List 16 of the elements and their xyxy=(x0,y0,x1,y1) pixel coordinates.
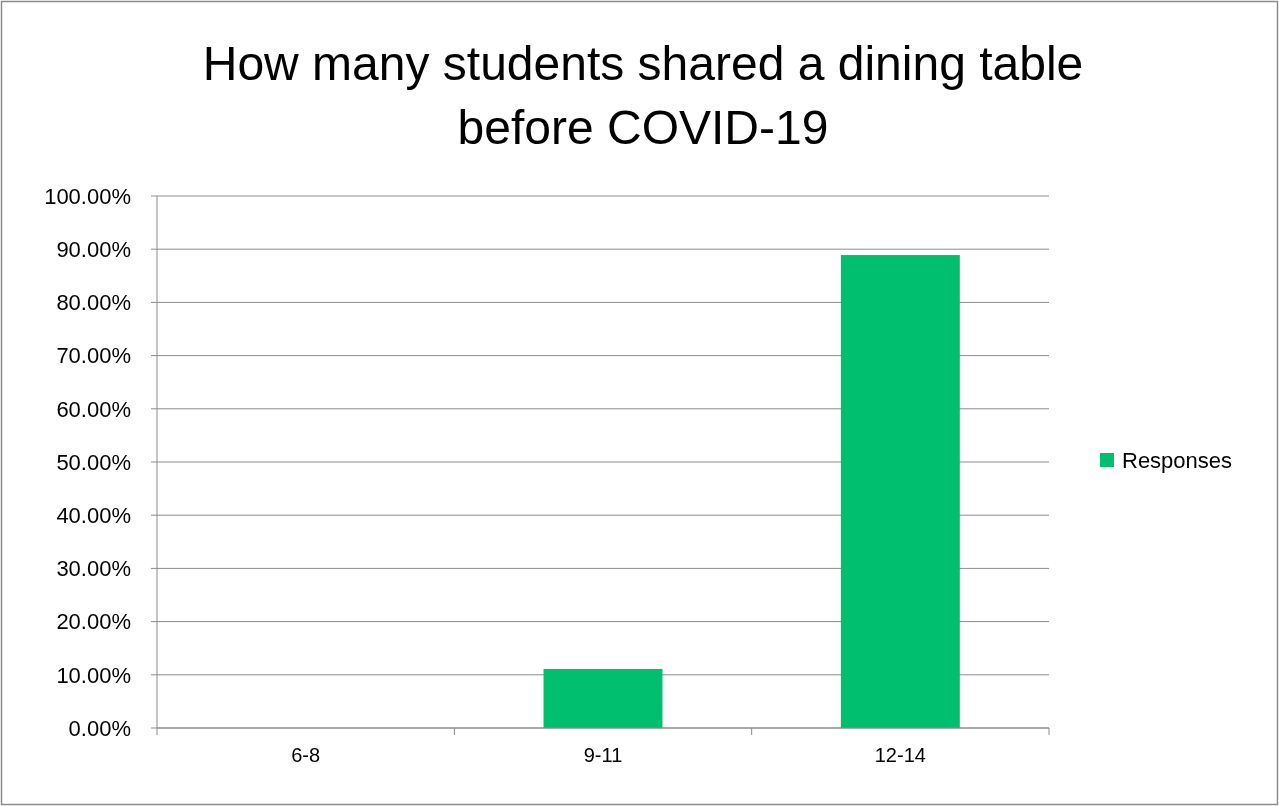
y-tick-label: 40.00% xyxy=(56,502,131,528)
x-tick-label: 12-14 xyxy=(874,744,926,766)
legend-label: Responses xyxy=(1122,447,1233,473)
y-tick-label: 60.00% xyxy=(56,396,131,422)
x-tick-label: 9-11 xyxy=(583,744,623,766)
y-tick-label: 20.00% xyxy=(56,609,131,635)
x-tick-label: 6-8 xyxy=(291,744,321,766)
chart-title: How many students shared a dining table before COVID-19 xyxy=(202,37,1084,154)
y-tick-label: 50.00% xyxy=(56,449,131,475)
y-tick-label: 90.00% xyxy=(56,236,131,262)
y-tick-label: 10.00% xyxy=(56,662,131,688)
y-tick-label: 0.00% xyxy=(68,715,131,741)
y-tick-label: 70.00% xyxy=(56,343,131,369)
y-tick-label: 80.00% xyxy=(56,290,131,316)
y-tick-label: 100.00% xyxy=(44,183,131,209)
y-tick-label: 30.00% xyxy=(56,556,131,582)
